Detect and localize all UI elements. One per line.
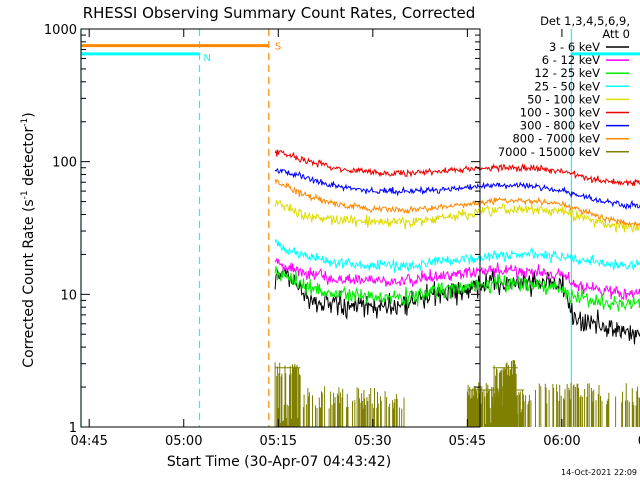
saa-markers: S (81, 29, 281, 427)
saa-label: S (275, 42, 281, 53)
x-tick-label: 05:30 (354, 434, 391, 449)
legend-label: 25 - 50 keV (534, 79, 600, 93)
plot-frame (80, 28, 481, 428)
y-tick-label: 1 (69, 421, 77, 436)
series-line (274, 179, 640, 228)
y-tick-labels: 1 10 100 1000 (44, 23, 77, 436)
legend-label: 6 - 12 keV (542, 53, 600, 67)
series-line (274, 257, 640, 301)
high-energy-segment (274, 362, 301, 427)
legend-label: 100 - 300 keV (520, 106, 600, 120)
high-energy-segment (302, 386, 405, 427)
series-line (274, 199, 640, 233)
y-axis-label-end: ) (21, 112, 37, 117)
y-axis-label-sup2: -1 (20, 118, 30, 127)
x-tick-label: 06:15 (638, 434, 640, 449)
legend-label: 3 - 6 keV (549, 40, 600, 54)
high-energy-segment (492, 360, 519, 427)
series-line (274, 149, 640, 187)
axis-ticks (81, 28, 563, 428)
y-axis-label: Corrected Count Rate (s-1 detector-1) (20, 112, 37, 367)
y-axis-label-sup1: -1 (20, 190, 30, 199)
legend-label: 50 - 100 keV (527, 92, 600, 106)
x-tick-label: 04:45 (70, 434, 107, 449)
legend-label: 300 - 800 keV (520, 119, 600, 133)
high-energy-series (274, 360, 640, 427)
y-tick-label: 100 (52, 156, 77, 171)
x-tick-label: 06:00 (543, 434, 580, 449)
y-tick-label: 10 (60, 288, 77, 303)
series-line (274, 266, 640, 312)
x-tick-label: 05:15 (260, 434, 297, 449)
legend-header-2: Att 0 (602, 27, 630, 41)
legend-label: 800 - 7000 keV (512, 132, 600, 146)
x-tick-labels: 04:45 05:00 05:15 05:30 05:45 06:00 06:15 (70, 434, 640, 449)
y-tick-label: 1000 (44, 23, 77, 38)
y-axis-label-mid: detector (21, 127, 37, 191)
y-axis-label-main: Corrected Count Rate (s (21, 199, 37, 367)
legend-label: 7000 - 15000 keV (498, 145, 600, 159)
footer-date: 14-Oct-2021 22:09 (561, 468, 637, 477)
series-line (274, 267, 640, 345)
high-energy-segment (523, 382, 640, 427)
series-lines (274, 149, 640, 345)
chart-title: RHESSI Observing Summary Count Rates, Co… (83, 4, 476, 22)
night-label: N (204, 53, 211, 64)
legend-label: 12 - 25 keV (534, 66, 600, 80)
series-line (274, 238, 640, 273)
x-axis-label: Start Time (30-Apr-07 04:43:42) (167, 454, 391, 470)
legend-header-1: Det 1,3,4,5,6,9, (540, 14, 630, 28)
x-tick-label: 05:00 (165, 434, 202, 449)
series-line (274, 167, 640, 211)
x-tick-label: 05:45 (449, 434, 486, 449)
